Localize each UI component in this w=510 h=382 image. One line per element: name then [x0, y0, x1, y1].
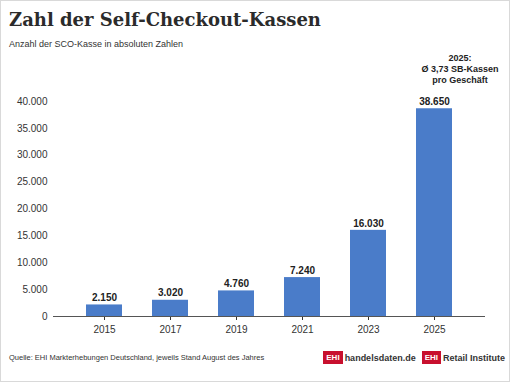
svg-text:10.000: 10.000 — [17, 257, 48, 268]
svg-text:16.030: 16.030 — [353, 218, 384, 229]
svg-text:0: 0 — [42, 311, 48, 322]
svg-text:2019: 2019 — [225, 324, 248, 335]
html-text:Retail Institute: Retail Institute — [443, 352, 505, 363]
svg-text:38.650: 38.650 — [419, 96, 450, 107]
svg-text:2017: 2017 — [159, 324, 182, 335]
svg-text:40.000: 40.000 — [17, 96, 48, 107]
svg-text:2.150: 2.150 — [92, 292, 117, 303]
svg-text:2023: 2023 — [357, 324, 380, 335]
svg-text:5.000: 5.000 — [22, 284, 47, 295]
svg-text:4.760: 4.760 — [224, 278, 249, 289]
html-text:Anzahl der SCO-Kasse in absolu: Anzahl der SCO-Kasse in absoluten Zahlen — [9, 39, 184, 49]
html-text:EHI: EHI — [326, 353, 340, 362]
html-text:Zahl der Self-Checkout-Kassen: Zahl der Self-Checkout-Kassen — [9, 9, 321, 30]
html-text:Ø 3,73 SB-Kassen: Ø 3,73 SB-Kassen — [421, 64, 499, 74]
svg-text:20.000: 20.000 — [17, 203, 48, 214]
html-text:EHI: EHI — [424, 353, 438, 362]
svg-text:30.000: 30.000 — [17, 149, 48, 160]
svg-text:35.000: 35.000 — [17, 123, 48, 134]
html-text:2025:: 2025: — [448, 53, 472, 63]
svg-text:25.000: 25.000 — [17, 176, 48, 187]
svg-text:2021: 2021 — [291, 324, 314, 335]
svg-text:2025: 2025 — [423, 324, 446, 335]
svg-text:2015: 2015 — [93, 324, 116, 335]
html-text:Quelle: EHI Markterhebungen De: Quelle: EHI Markterhebungen Deutschland,… — [9, 353, 265, 362]
svg-text:15.000: 15.000 — [17, 230, 48, 241]
svg-text:3.020: 3.020 — [158, 287, 183, 298]
html-text:pro Geschäft: pro Geschäft — [432, 75, 488, 85]
svg-text:7.240: 7.240 — [290, 265, 315, 276]
html-text:handelsdaten.de: handelsdaten.de — [344, 352, 416, 363]
